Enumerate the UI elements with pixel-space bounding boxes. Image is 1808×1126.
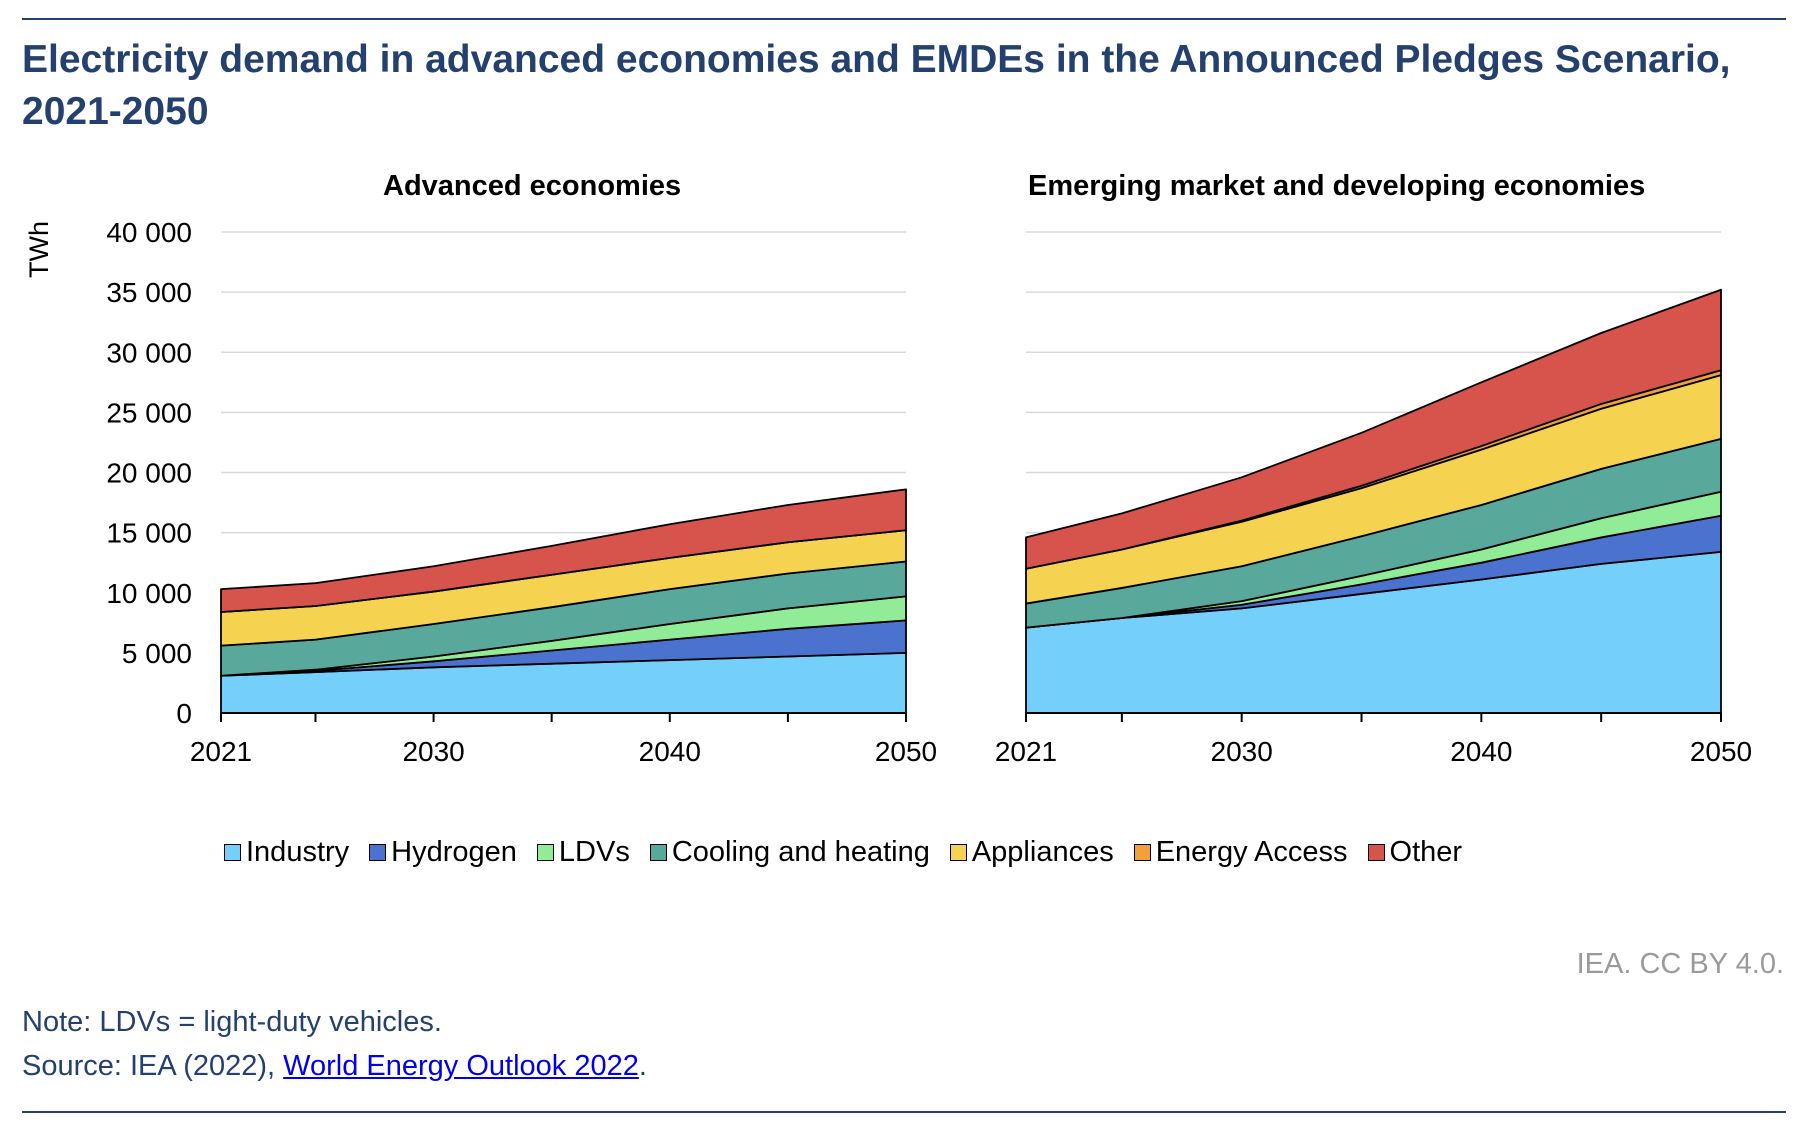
note-text: Note: LDVs = light-duty vehicles. [22, 1006, 442, 1038]
x-tick-label-emde-2040: 2040 [1450, 736, 1512, 767]
chart-title: Electricity demand in advanced economies… [22, 38, 1731, 133]
source-line: Source: IEA (2022), World Energy Outlook… [22, 1050, 647, 1083]
panel-title-advanced: Advanced economies [383, 170, 682, 202]
x-tick-label-emde-2030: 2030 [1211, 736, 1273, 767]
legend-swatch-energy-access [1133, 844, 1151, 861]
legend-label-energy-access: Energy Access [1155, 836, 1348, 868]
y-tick-label-20000: 20 000 [106, 458, 192, 489]
legend-swatch-industry [224, 844, 241, 861]
x-tick-label-advanced-2040: 2040 [639, 736, 701, 767]
x-tick-label-emde-2050: 2050 [1690, 736, 1752, 767]
y-tick-label-30000: 30 000 [106, 337, 192, 368]
panel-title-emde: Emerging market and developing economies [1028, 170, 1646, 202]
legend-swatch-hydrogen [369, 844, 387, 861]
y-tick-label-5000: 5 000 [122, 638, 192, 669]
legend-label-appliances: Appliances [971, 836, 1114, 868]
legend-item-cooling-and-heating: Cooling and heating [649, 836, 930, 869]
area-emde-other [1025, 288, 1722, 570]
x-tick-label-advanced-2050: 2050 [875, 736, 937, 767]
legend-label-hydrogen: Hydrogen [391, 836, 517, 868]
area-advanced-other [220, 488, 907, 613]
legend: Industry Hydrogen LDVs Cooling and heating A… [224, 836, 1482, 869]
legend-label-ldvs: LDVs [558, 836, 630, 868]
legend-swatch-appliances [949, 844, 967, 861]
credit-text: IEA. CC BY 4.0. [1576, 948, 1784, 980]
y-tick-label-0: 0 [176, 698, 192, 729]
x-tick-label-emde-2021: 2021 [995, 736, 1057, 767]
x-tick-label-advanced-2030: 2030 [402, 736, 464, 767]
legend-item-other: Other [1367, 836, 1463, 869]
legend-swatch-cooling-and-heating [649, 844, 667, 861]
y-tick-label-35000: 35 000 [106, 277, 192, 308]
legend-swatch-ldvs [536, 844, 554, 861]
source-suffix: . [638, 1050, 647, 1082]
top-rule [22, 18, 1786, 20]
y-tick-label-25000: 25 000 [106, 397, 192, 428]
legend-item-hydrogen: Hydrogen [369, 836, 517, 869]
legend-item-ldvs: LDVs [536, 836, 630, 869]
legend-item-industry: Industry [224, 836, 349, 869]
legend-label-cooling-and-heating: Cooling and heating [671, 836, 930, 868]
y-tick-label-15000: 15 000 [106, 518, 192, 549]
bottom-rule [22, 1111, 1786, 1113]
legend-item-appliances: Appliances [949, 836, 1114, 869]
chart-area: 2021 2030 2040 2050 0 5 000 10 000 15 000 20 000… [106, 217, 1752, 767]
x-tick-label-advanced-2021: 2021 [190, 736, 252, 767]
y-tick-label-40000: 40 000 [106, 217, 192, 248]
source-link[interactable]: World Energy Outlook 2022 [283, 1050, 639, 1082]
legend-label-industry: Industry [246, 836, 350, 868]
legend-label-other: Other [1389, 836, 1463, 868]
legend-item-energy-access: Energy Access [1133, 836, 1348, 869]
source-prefix: Source: IEA (2022), [22, 1050, 284, 1082]
legend-swatch-other [1367, 844, 1385, 861]
y-tick-label-10000: 10 000 [106, 578, 192, 609]
